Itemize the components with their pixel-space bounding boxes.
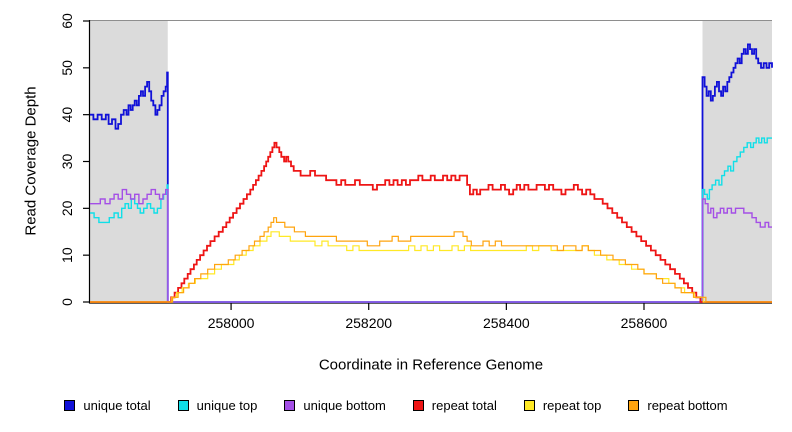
series-unique-top xyxy=(90,137,772,303)
x-tick-label: 258200 xyxy=(345,315,392,331)
legend-item-unique-bottom: unique bottom xyxy=(284,398,386,413)
legend-swatch-unique-total xyxy=(64,400,76,411)
x-tick-label: 258000 xyxy=(208,315,255,331)
legend-item-unique-total: unique total xyxy=(64,398,151,413)
y-axis-title: Read Coverage Depth xyxy=(22,86,40,236)
legend: unique total unique top unique bottom re… xyxy=(0,398,792,413)
legend-label-unique-top: unique top xyxy=(196,398,258,413)
legend-label-unique-bottom: unique bottom xyxy=(303,398,386,413)
legend-swatch-repeat-total xyxy=(412,400,424,411)
x-tick-label: 258600 xyxy=(621,315,668,331)
series-unique-bottom xyxy=(90,188,772,303)
y-tick-label: 60 xyxy=(59,13,75,29)
y-tick-label: 0 xyxy=(59,298,75,306)
x-tick-label: 258400 xyxy=(483,315,530,331)
legend-label-repeat-bottom: repeat bottom xyxy=(647,398,728,413)
legend-label-repeat-total: repeat total xyxy=(431,398,497,413)
legend-label-unique-total: unique total xyxy=(83,398,151,413)
legend-item-repeat-bottom: repeat bottom xyxy=(628,398,728,413)
legend-swatch-unique-bottom xyxy=(284,400,296,411)
legend-swatch-repeat-bottom xyxy=(628,400,640,411)
series-repeat-total xyxy=(90,141,772,303)
legend-item-repeat-top: repeat top xyxy=(523,398,602,413)
masked-region xyxy=(90,21,168,303)
y-tick-label: 20 xyxy=(59,200,75,216)
y-tick-label: 10 xyxy=(59,247,75,263)
series-repeat-bottom xyxy=(90,217,772,303)
x-axis-title: Coordinate in Reference Genome xyxy=(318,356,544,374)
y-tick-label: 40 xyxy=(59,107,75,123)
legend-label-repeat-top: repeat top xyxy=(542,398,602,413)
series-repeat-top xyxy=(90,231,772,303)
legend-item-unique-top: unique top xyxy=(177,398,258,413)
legend-swatch-repeat-top xyxy=(523,400,535,411)
y-tick-label: 30 xyxy=(59,154,75,170)
series-unique-total xyxy=(90,43,773,303)
legend-item-repeat-total: repeat total xyxy=(412,398,497,413)
legend-swatch-unique-top xyxy=(177,400,189,411)
y-tick-label: 50 xyxy=(59,60,75,76)
